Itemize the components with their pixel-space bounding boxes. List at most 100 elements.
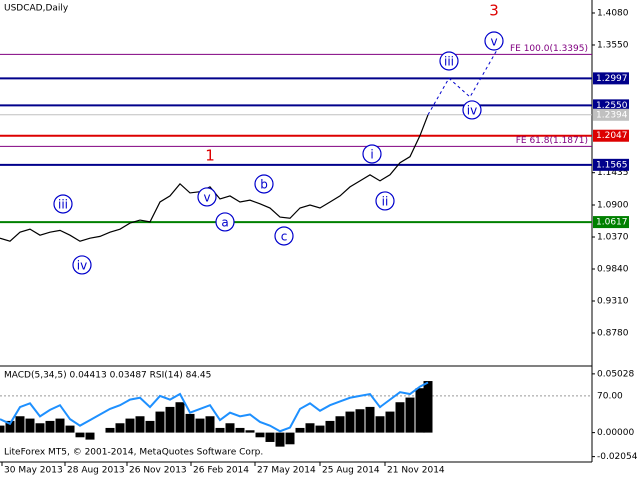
- wave-label: ii: [382, 194, 389, 208]
- projection-line: [427, 49, 498, 116]
- level-label: 1.2550: [596, 101, 628, 111]
- wave-label: b: [260, 177, 268, 191]
- macd-bar: [275, 432, 285, 447]
- macd-bar: [255, 432, 265, 438]
- macd-bar: [155, 411, 165, 433]
- wave-circle: [72, 255, 92, 275]
- level-label: FE 100.0(1.3395): [510, 44, 588, 54]
- macd-bar: [135, 416, 145, 433]
- wave-label: 3: [489, 1, 499, 19]
- macd-bar: [85, 432, 95, 440]
- level-box: [593, 108, 629, 121]
- macd-bar: [25, 418, 35, 433]
- wave-circle: [439, 51, 459, 71]
- wave-label: a: [221, 215, 228, 229]
- macd-bar: [423, 381, 433, 433]
- wave-label: iii: [444, 54, 454, 68]
- macd-bar: [225, 423, 235, 433]
- y-tick-label: 0.8780: [597, 328, 629, 338]
- level-label: 1.2047: [596, 131, 628, 141]
- x-tick-label: 30 May 2013: [4, 466, 63, 476]
- macd-bar: [345, 411, 355, 433]
- wave-label: iv: [467, 103, 477, 117]
- macd-bar: [325, 420, 335, 433]
- wave-circle: [274, 226, 294, 246]
- y-tick-label: 1.0900: [597, 200, 629, 210]
- macd-bar: [235, 427, 245, 433]
- macd-bar: [195, 418, 205, 433]
- wave-label: v: [203, 190, 210, 204]
- x-tick-label: 26 Nov 2013: [129, 466, 187, 476]
- chart-title: USDCAD,Daily: [4, 4, 69, 14]
- y-tick-label: 1.0370: [597, 232, 629, 242]
- macd-bar: [205, 416, 215, 433]
- y-tick-label: 0.9310: [597, 296, 629, 306]
- wave-label: i: [370, 147, 373, 161]
- macd-bar: [45, 420, 55, 433]
- y-tick-label: 0.00000: [597, 428, 634, 438]
- wave-circle: [215, 212, 235, 232]
- macd-bar: [55, 418, 65, 433]
- wave-circle: [462, 100, 482, 120]
- macd-bar: [185, 413, 195, 433]
- macd-bar: [385, 411, 395, 433]
- x-tick-label: 21 Nov 2014: [387, 466, 445, 476]
- wave-label: 1: [205, 146, 215, 164]
- macd-bar: [415, 388, 425, 433]
- macd-bar: [145, 420, 155, 433]
- macd-bar: [265, 432, 275, 442]
- y2-tick-label: 70.00: [597, 391, 623, 401]
- macd-bar: [105, 427, 115, 433]
- macd-bar: [35, 423, 45, 433]
- y-tick-label: 1.4080: [597, 8, 629, 18]
- level-box: [593, 216, 629, 229]
- y-tick-label: 1.1435: [597, 168, 629, 178]
- macd-bar: [335, 416, 345, 433]
- macd-bar: [0, 425, 5, 433]
- wave-label: iii: [58, 197, 68, 211]
- x-tick-label: 26 Feb 2014: [193, 466, 249, 476]
- x-tick-label: 25 Aug 2014: [322, 466, 380, 476]
- macd-bar: [295, 427, 305, 433]
- level-box: [593, 99, 629, 112]
- wave-circle: [197, 187, 217, 207]
- macd-bar: [305, 423, 315, 433]
- wave-circle: [254, 174, 274, 194]
- y-tick-label: 0.05028: [597, 369, 634, 379]
- x-tick-label: 27 May 2014: [257, 466, 316, 476]
- level-label: 1.2394: [596, 110, 628, 120]
- wave-label: v: [490, 34, 497, 48]
- macd-bar: [405, 397, 415, 433]
- wave-label: c: [281, 229, 288, 243]
- wave-circle: [484, 31, 504, 51]
- rsi-line: [0, 381, 429, 433]
- y-tick-label: 1.3550: [597, 40, 629, 50]
- macd-bar: [355, 409, 365, 433]
- macd-bar: [115, 423, 125, 433]
- y-tick-label: -0.02054: [597, 452, 638, 462]
- macd-bar: [5, 420, 15, 433]
- x-tick-label: 28 Aug 2013: [67, 466, 125, 476]
- macd-bar: [215, 427, 225, 433]
- macd-bar: [315, 425, 325, 433]
- wave-circle: [53, 194, 73, 214]
- macd-bar: [65, 425, 75, 433]
- macd-bar: [285, 432, 295, 445]
- macd-bar: [365, 406, 375, 433]
- macd-bar: [395, 402, 405, 433]
- wave-label: iv: [77, 258, 87, 272]
- level-label: FE 61.8(1.1871): [516, 136, 588, 146]
- footer: LiteForex MT5, © 2001-2014, MetaQuotes S…: [4, 448, 263, 458]
- macd-bar: [165, 406, 175, 433]
- wave-circle: [362, 144, 382, 164]
- macd-bar: [125, 418, 135, 433]
- level-box: [593, 158, 629, 171]
- macd-bar: [375, 416, 385, 433]
- macd-bar: [15, 416, 25, 433]
- level-box: [593, 72, 629, 85]
- macd-bar: [245, 430, 255, 433]
- macd-bar: [75, 432, 85, 438]
- level-label: 1.0617: [596, 218, 628, 228]
